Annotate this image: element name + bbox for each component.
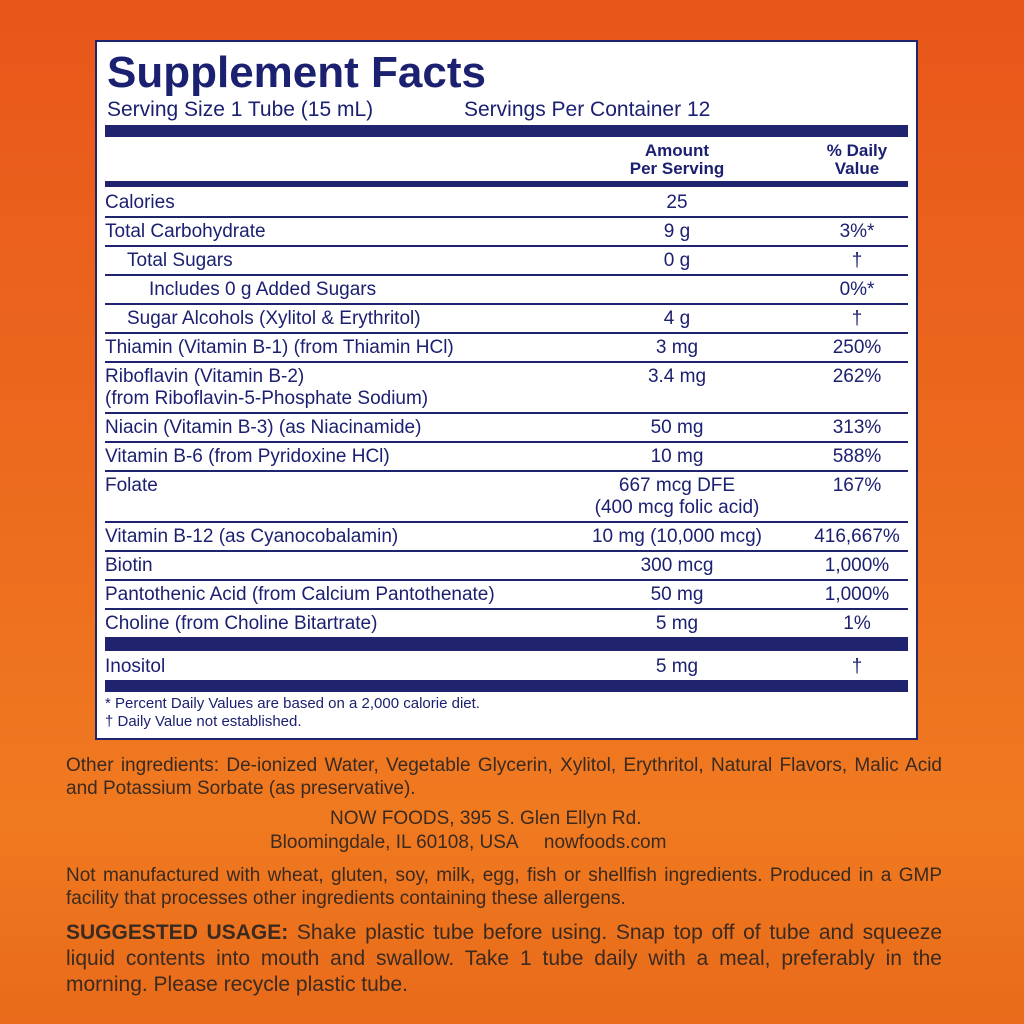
nutrient-name: Sugar Alcohols (Xylitol & Erythritol) bbox=[127, 308, 421, 329]
amount: (400 mcg folic acid) bbox=[594, 497, 760, 518]
nutrient-name: Total Sugars bbox=[127, 250, 233, 271]
daily-value: 313% bbox=[832, 417, 882, 438]
other-ingredients: Other ingredients: De-ionized Water, Veg… bbox=[66, 755, 942, 799]
daily-value: 1,000% bbox=[824, 584, 890, 605]
header-line: % Daily bbox=[826, 141, 888, 160]
daily-value: 0%* bbox=[839, 279, 875, 300]
daily-value: † bbox=[851, 656, 863, 677]
amount-header: Amount Per Serving bbox=[577, 142, 777, 178]
nutrient-name: Choline (from Choline Bitartrate) bbox=[105, 613, 378, 634]
address-line: Bloomingdale, IL 60108, USA nowfoods.com bbox=[270, 832, 667, 853]
servings-per-container: Servings Per Container 12 bbox=[464, 98, 711, 121]
thick-rule bbox=[105, 639, 908, 651]
usage-label: SUGGESTED USAGE: bbox=[66, 921, 289, 944]
nutrient-name: Thiamin (Vitamin B-1) (from Thiamin HCl) bbox=[105, 337, 454, 358]
serving-size: Serving Size 1 Tube (15 mL) bbox=[107, 98, 374, 121]
address-line: NOW FOODS, 395 S. Glen Ellyn Rd. bbox=[330, 808, 642, 829]
row-rule bbox=[105, 579, 908, 581]
amount: 300 mcg bbox=[640, 555, 714, 576]
supplement-facts-panel: Supplement Facts Serving Size 1 Tube (15… bbox=[95, 40, 918, 740]
header-line: Value bbox=[834, 159, 880, 178]
amount: 3.4 mg bbox=[647, 366, 707, 387]
row-rule bbox=[105, 441, 908, 443]
daily-value: 588% bbox=[832, 446, 882, 467]
row-rule bbox=[105, 245, 908, 247]
row-rule bbox=[105, 608, 908, 610]
daily-value: 1% bbox=[843, 613, 871, 634]
amount: 667 mcg DFE bbox=[618, 475, 736, 496]
nutrient-name: Vitamin B-12 (as Cyanocobalamin) bbox=[105, 526, 399, 547]
row-rule bbox=[105, 521, 908, 523]
daily-value: 3%* bbox=[839, 221, 875, 242]
amount: 10 mg (10,000 mcg) bbox=[591, 526, 763, 547]
nutrient-name: Calories bbox=[105, 192, 175, 213]
daily-value: 250% bbox=[832, 337, 882, 358]
footnote: † Daily Value not established. bbox=[105, 713, 302, 730]
nutrient-name: Includes 0 g Added Sugars bbox=[149, 279, 377, 300]
amount: 50 mg bbox=[650, 584, 704, 605]
title: Supplement Facts bbox=[107, 48, 486, 97]
nutrient-name: Riboflavin (Vitamin B-2) bbox=[105, 366, 305, 387]
amount: 5 mg bbox=[655, 656, 699, 677]
amount: 4 g bbox=[663, 308, 691, 329]
daily-value: † bbox=[851, 308, 863, 329]
row-rule bbox=[105, 470, 908, 472]
row-rule bbox=[105, 637, 908, 639]
amount: 50 mg bbox=[650, 417, 704, 438]
nutrient-name: Biotin bbox=[105, 555, 153, 576]
dv-header: % Daily Value bbox=[777, 142, 937, 178]
footnote: * Percent Daily Values are based on a 2,… bbox=[105, 695, 480, 712]
daily-value: 262% bbox=[832, 366, 882, 387]
nutrient-name: (from Riboflavin-5-Phosphate Sodium) bbox=[105, 388, 429, 409]
row-rule bbox=[105, 412, 908, 414]
amount: 9 g bbox=[663, 221, 691, 242]
usage-text: Shake plastic tube before using. Snap to… bbox=[66, 921, 942, 996]
nutrient-name: Pantothenic Acid (from Calcium Pantothen… bbox=[105, 584, 495, 605]
daily-value: † bbox=[851, 250, 863, 271]
daily-value: 1,000% bbox=[824, 555, 890, 576]
row-rule bbox=[105, 274, 908, 276]
thick-rule bbox=[105, 680, 908, 692]
amount: 5 mg bbox=[655, 613, 699, 634]
row-rule bbox=[105, 332, 908, 334]
header-line: Amount bbox=[644, 141, 710, 160]
nutrient-name: Total Carbohydrate bbox=[105, 221, 266, 242]
amount: 10 mg bbox=[650, 446, 704, 467]
nutrient-name: Niacin (Vitamin B-3) (as Niacinamide) bbox=[105, 417, 422, 438]
thick-rule bbox=[105, 125, 908, 137]
allergens: Not manufactured with wheat, gluten, soy… bbox=[66, 865, 942, 909]
header-line: Per Serving bbox=[629, 159, 725, 178]
daily-value: 416,667% bbox=[814, 526, 900, 547]
amount: 3 mg bbox=[655, 337, 699, 358]
nutrient-name: Folate bbox=[105, 475, 158, 496]
row-rule bbox=[105, 216, 908, 218]
daily-value: 167% bbox=[832, 475, 882, 496]
nutrient-name: Vitamin B-6 (from Pyridoxine HCl) bbox=[105, 446, 390, 467]
row-rule bbox=[105, 303, 908, 305]
nutrient-name: Inositol bbox=[105, 656, 166, 677]
row-rule bbox=[105, 550, 908, 552]
amount: 25 bbox=[666, 192, 688, 213]
row-rule bbox=[105, 361, 908, 363]
usage: SUGGESTED USAGE: Shake plastic tube befo… bbox=[66, 920, 942, 998]
medium-rule bbox=[105, 181, 908, 187]
amount: 0 g bbox=[663, 250, 691, 271]
